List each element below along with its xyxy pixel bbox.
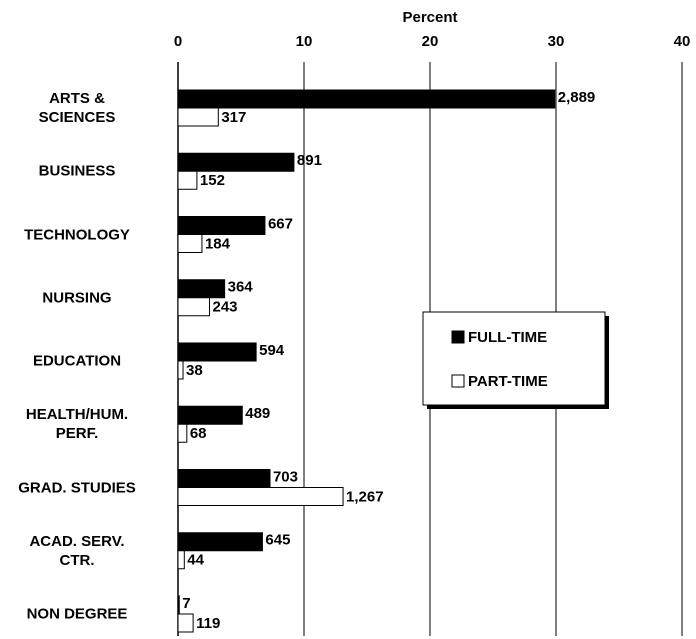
y-tick-label: BUSINESS xyxy=(38,162,116,180)
bar xyxy=(177,107,219,127)
data-label: 243 xyxy=(213,299,238,316)
legend-label: PART-TIME xyxy=(468,373,548,390)
legend-swatch xyxy=(451,374,465,388)
data-label: 152 xyxy=(200,172,225,189)
bar xyxy=(177,152,295,172)
bar xyxy=(177,595,180,615)
legend-label: FULL-TIME xyxy=(468,329,547,346)
y-tick-label: EDUCATION xyxy=(32,352,122,370)
bar xyxy=(177,89,556,109)
y-tick-label: TECHNOLOGY xyxy=(24,226,130,243)
data-label: 594 xyxy=(259,342,285,359)
data-label: 184 xyxy=(205,235,231,252)
bar xyxy=(177,469,271,488)
data-label: 119 xyxy=(196,615,220,632)
data-label: 1,267 xyxy=(346,488,384,505)
bar xyxy=(177,234,203,253)
data-label: 645 xyxy=(265,532,290,549)
data-label: 2,889 xyxy=(558,89,596,106)
x-tick-label: 40 xyxy=(674,33,691,50)
x-tick-label: 30 xyxy=(548,33,565,50)
legend-swatch xyxy=(451,330,465,344)
y-tick-label: NON DEGREE xyxy=(26,605,128,623)
bar xyxy=(177,550,185,570)
bar xyxy=(177,613,194,633)
bar xyxy=(177,279,226,299)
x-tick-label: 20 xyxy=(422,33,439,50)
y-tick-label: HEALTH/HUM. PERF. xyxy=(25,406,129,443)
x-tick-label: 10 xyxy=(296,33,313,50)
legend xyxy=(422,311,606,406)
data-label: 68 xyxy=(190,425,207,442)
data-label: 364 xyxy=(228,279,254,296)
y-tick-label: ACAD. SERV. CTR. xyxy=(29,532,125,569)
data-label: 891 xyxy=(297,152,322,169)
x-axis-title: Percent xyxy=(402,9,457,26)
data-label: 44 xyxy=(187,552,204,569)
y-tick-label: ARTS & SCIENCES xyxy=(38,90,116,126)
bar xyxy=(177,405,243,425)
bar xyxy=(177,297,210,317)
bar xyxy=(177,487,344,506)
bar xyxy=(177,423,188,443)
data-label: 703 xyxy=(273,468,298,485)
y-tick-label: NURSING xyxy=(42,289,112,307)
bar xyxy=(177,532,263,552)
bar xyxy=(177,170,198,190)
data-label: 7 xyxy=(182,595,190,612)
data-label: 667 xyxy=(268,215,293,232)
data-label: 38 xyxy=(186,362,203,379)
bar xyxy=(177,342,257,362)
bar xyxy=(177,360,184,380)
bar xyxy=(177,216,266,235)
y-tick-label: GRAD. STUDIES xyxy=(18,479,136,496)
data-label: 317 xyxy=(221,109,246,126)
x-tick-label: 0 xyxy=(174,33,182,50)
data-label: 489 xyxy=(245,405,270,422)
